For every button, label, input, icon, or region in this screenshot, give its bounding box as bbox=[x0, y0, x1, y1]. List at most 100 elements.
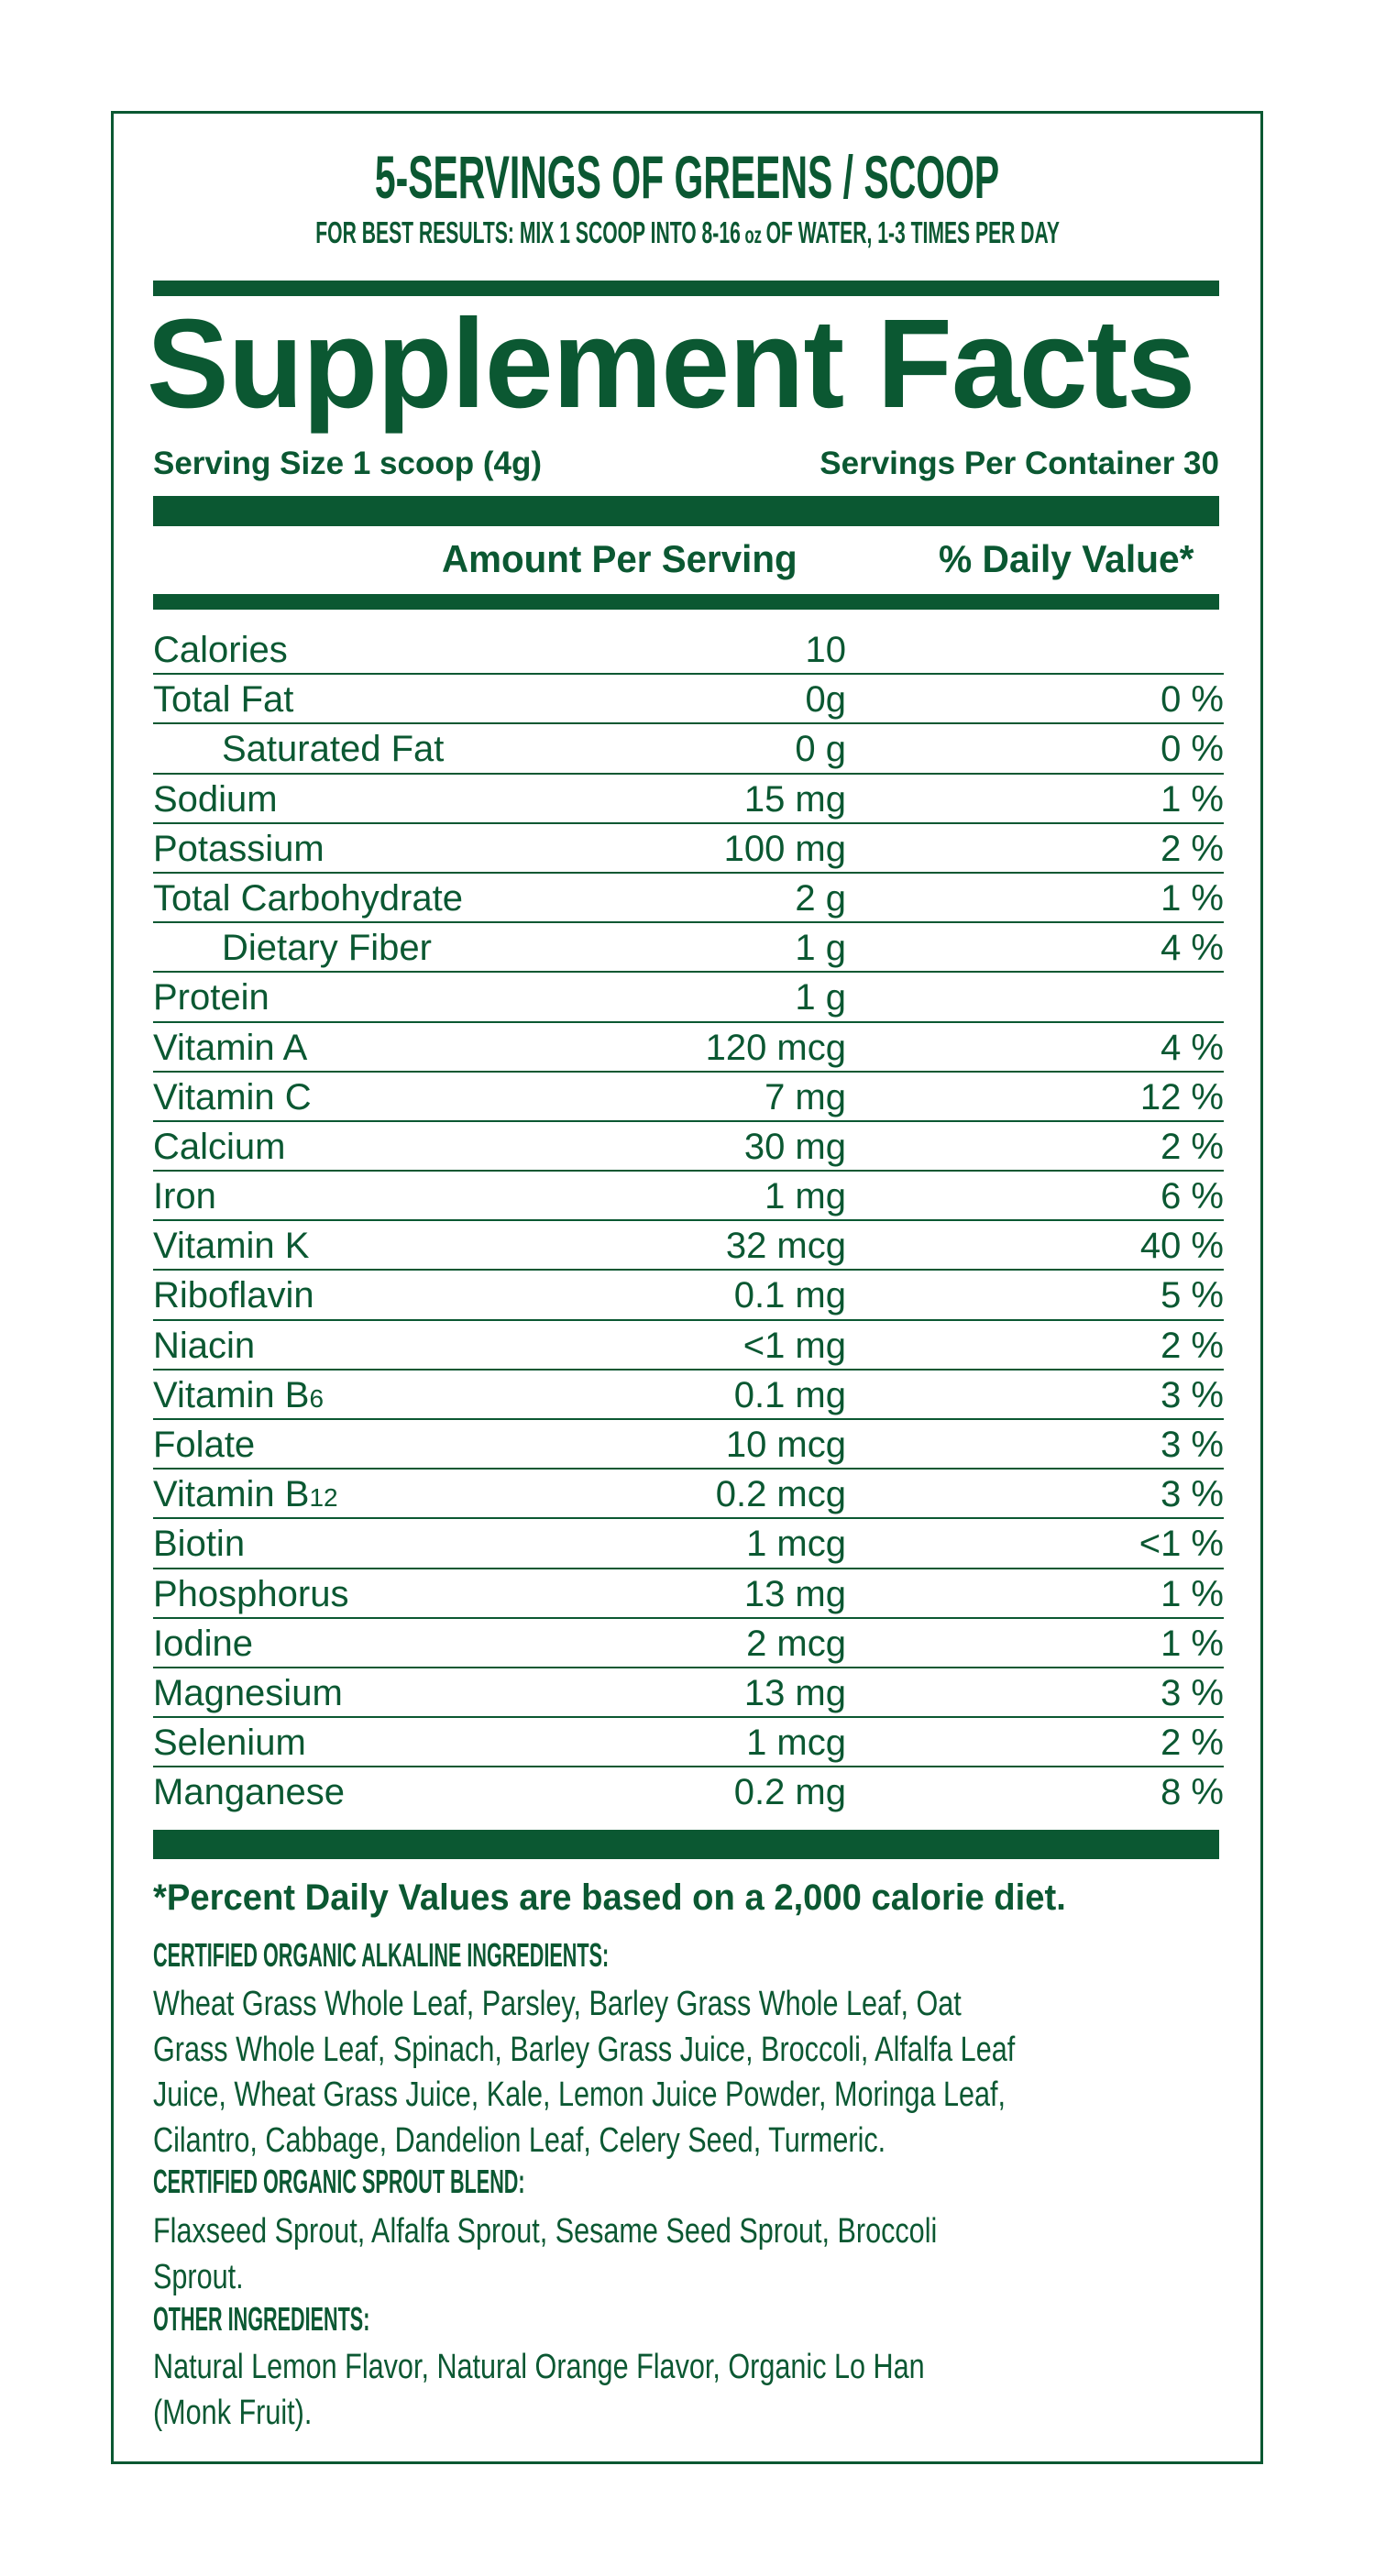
instructions-unit: oz bbox=[744, 221, 762, 248]
daily-value-footnote: *Percent Daily Values are based on a 2,0… bbox=[153, 1876, 1109, 1920]
nutrient-name: Total Fat bbox=[153, 675, 293, 724]
daily-value-percent: 1 % bbox=[1160, 1623, 1224, 1664]
table-row: Magnesium 13 mg 3 % bbox=[153, 1668, 1224, 1719]
nutrient-name-text: Riboflavin bbox=[153, 1275, 314, 1316]
amount-per-serving: 1 mcg bbox=[746, 1723, 846, 1764]
amount-per-serving: 0.2 mcg bbox=[715, 1474, 846, 1515]
ingredient-line: (Monk Fruit). bbox=[153, 2393, 313, 2432]
table-row: Calories 10 bbox=[153, 625, 1224, 676]
amount-per-serving: 100 mg bbox=[723, 828, 846, 869]
daily-value-percent: 2 % bbox=[1160, 1126, 1224, 1167]
nutrient-name-text: Iron bbox=[153, 1176, 216, 1217]
alkaline-ingredients-heading: CERTIFIED ORGANIC ALKALINE INGREDIENTS: bbox=[153, 1937, 913, 1974]
sprout-blend-heading: CERTIFIED ORGANIC SPROUT BLEND: bbox=[153, 2163, 773, 2200]
daily-value-percent: 3 % bbox=[1160, 1474, 1224, 1515]
daily-value-percent: 4 % bbox=[1160, 1027, 1224, 1068]
other-ingredients-heading: OTHER INGREDIENTS: bbox=[153, 2301, 514, 2338]
nutrient-name-text: Total Fat bbox=[153, 679, 294, 721]
nutrient-name-subscript: 12 bbox=[309, 1483, 338, 1513]
nutrient-name: Iodine bbox=[153, 1619, 253, 1668]
nutrient-name: Vitamin B6 bbox=[153, 1371, 324, 1424]
supplement-facts-heading-text: Supplement Facts bbox=[147, 293, 1195, 435]
header-rule bbox=[153, 594, 1219, 610]
amount-per-serving: 1 g bbox=[795, 977, 846, 1018]
servings-per-container: Servings Per Container 30 bbox=[820, 446, 1219, 481]
nutrient-name-text: Biotin bbox=[153, 1524, 246, 1565]
nutrient-name: Iron bbox=[153, 1172, 216, 1221]
daily-value-percent: 2 % bbox=[1160, 1325, 1224, 1366]
daily-value-percent: <1 % bbox=[1138, 1524, 1224, 1565]
daily-value-percent: 2 % bbox=[1160, 828, 1224, 869]
greens-servings-title: 5-SERVINGS OF GREENS / SCOOP bbox=[0, 147, 1375, 207]
nutrient-name-text: Niacin bbox=[153, 1325, 256, 1366]
nutrient-name-text: Folate bbox=[153, 1425, 256, 1465]
amount-per-serving: 7 mg bbox=[764, 1076, 846, 1117]
table-row: Vitamin B6 0.1 mg 3 % bbox=[153, 1371, 1224, 1420]
daily-value-percent: 8 % bbox=[1160, 1772, 1224, 1813]
table-row: Vitamin C 7 mg 12 % bbox=[153, 1073, 1224, 1122]
supplement-facts-heading: Supplement Facts bbox=[147, 295, 1222, 433]
nutrient-name: Sodium bbox=[153, 775, 278, 824]
amount-per-serving: 10 mcg bbox=[725, 1425, 846, 1465]
nutrient-name-text: Phosphorus bbox=[153, 1573, 349, 1614]
daily-value-percent: 0 % bbox=[1160, 729, 1224, 770]
table-row: Phosphorus 13 mg 1 % bbox=[153, 1569, 1224, 1619]
nutrient-name: Vitamin K bbox=[153, 1221, 309, 1271]
amount-per-serving: 0.2 mg bbox=[733, 1772, 846, 1813]
ingredient-line: Juice, Wheat Grass Juice, Kale, Lemon Ju… bbox=[153, 2075, 1006, 2114]
greens-servings-title-text: 5-SERVINGS OF GREENS / SCOOP bbox=[375, 143, 1000, 211]
daily-value-percent: 2 % bbox=[1160, 1723, 1224, 1764]
nutrient-name: Vitamin C bbox=[153, 1073, 312, 1122]
table-row: Dietary Fiber 1 g 4 % bbox=[153, 923, 1224, 974]
nutrient-name: Calories bbox=[153, 625, 288, 675]
nutrient-name: Vitamin B12 bbox=[153, 1470, 338, 1523]
daily-value-percent: 6 % bbox=[1160, 1176, 1224, 1217]
nutrient-name-text: Calories bbox=[153, 630, 288, 670]
table-row: Vitamin A 120 mcg 4 % bbox=[153, 1023, 1224, 1073]
amount-per-serving: 15 mg bbox=[743, 778, 846, 820]
thick-rule bbox=[153, 496, 1219, 526]
amount-per-serving: 0.1 mg bbox=[733, 1374, 846, 1415]
table-row: Protein 1 g bbox=[153, 973, 1224, 1023]
table-row: Vitamin B12 0.2 mcg 3 % bbox=[153, 1470, 1224, 1520]
nutrient-name: Calcium bbox=[153, 1122, 285, 1172]
column-header-daily-value-text: % Daily Value* bbox=[939, 537, 1194, 580]
amount-per-serving: <1 mg bbox=[742, 1325, 846, 1366]
amount-per-serving: 0 g bbox=[795, 729, 846, 770]
amount-per-serving: 2 g bbox=[795, 877, 846, 919]
daily-value-percent: 1 % bbox=[1160, 778, 1224, 820]
daily-value-percent: 3 % bbox=[1160, 1425, 1224, 1465]
nutrient-name-text: Vitamin B bbox=[153, 1374, 310, 1415]
serving-size: Serving Size 1 scoop (4g) bbox=[153, 446, 542, 481]
supplement-facts-table: Calories 10 Total Fat 0g 0 % Saturated Fat 0 g… bbox=[153, 625, 1224, 1818]
nutrient-name: Dietary Fiber bbox=[222, 923, 432, 973]
table-row: Potassium 100 mg 2 % bbox=[153, 824, 1224, 874]
table-row: Vitamin K 32 mcg 40 % bbox=[153, 1221, 1224, 1271]
alkaline-ingredients-heading-text: CERTIFIED ORGANIC ALKALINE INGREDIENTS: bbox=[153, 1936, 610, 1974]
nutrient-name-text: Saturated Fat bbox=[222, 729, 445, 770]
amount-per-serving: 32 mcg bbox=[725, 1226, 846, 1267]
nutrient-name: Biotin bbox=[153, 1519, 245, 1569]
nutrient-name-text: Vitamin C bbox=[153, 1076, 312, 1117]
table-row: Sodium 15 mg 1 % bbox=[153, 775, 1224, 824]
other-ingredients-list: Natural Lemon Flavor, Natural Orange Fla… bbox=[153, 2345, 1112, 2436]
instructions-post: OF WATER, 1-3 TIMES PER DAY bbox=[765, 215, 1060, 249]
daily-value-percent: 40 % bbox=[1139, 1226, 1224, 1267]
nutrient-name: Riboflavin bbox=[153, 1271, 314, 1320]
table-row: Saturated Fat 0 g 0 % bbox=[153, 724, 1224, 775]
table-row: Total Fat 0g 0 % bbox=[153, 675, 1224, 725]
nutrient-name-text: Calcium bbox=[153, 1126, 286, 1167]
amount-per-serving: 13 mg bbox=[743, 1672, 846, 1713]
amount-per-serving: 10 bbox=[805, 630, 847, 670]
nutrient-name-text: Sodium bbox=[153, 778, 278, 820]
table-row: Selenium 1 mcg 2 % bbox=[153, 1718, 1224, 1768]
column-header-daily-value: % Daily Value* bbox=[939, 537, 1224, 581]
nutrient-name-subscript: 6 bbox=[309, 1383, 324, 1413]
nutrient-name: Vitamin A bbox=[153, 1023, 307, 1073]
nutrient-name: Protein bbox=[153, 973, 270, 1022]
nutrient-name: Total Carbohydrate bbox=[153, 874, 463, 923]
table-row: Biotin 1 mcg <1 % bbox=[153, 1519, 1224, 1569]
daily-value-percent: 5 % bbox=[1160, 1275, 1224, 1316]
amount-per-serving: 1 mcg bbox=[746, 1524, 846, 1565]
best-results-instructions: FOR BEST RESULTS: MIX 1 SCOOP INTO 8-16 … bbox=[0, 216, 1375, 251]
